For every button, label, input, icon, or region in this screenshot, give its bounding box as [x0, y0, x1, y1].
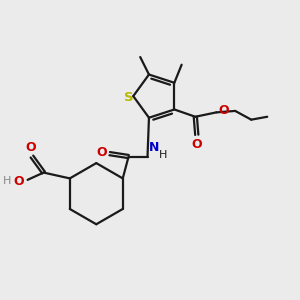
Text: N: N — [149, 141, 159, 154]
Text: O: O — [25, 141, 36, 154]
Text: O: O — [96, 146, 107, 159]
Text: S: S — [124, 91, 134, 104]
Text: O: O — [219, 103, 229, 117]
Text: H: H — [159, 150, 167, 160]
Text: O: O — [14, 175, 24, 188]
Text: O: O — [191, 138, 202, 151]
Text: H: H — [3, 176, 12, 186]
